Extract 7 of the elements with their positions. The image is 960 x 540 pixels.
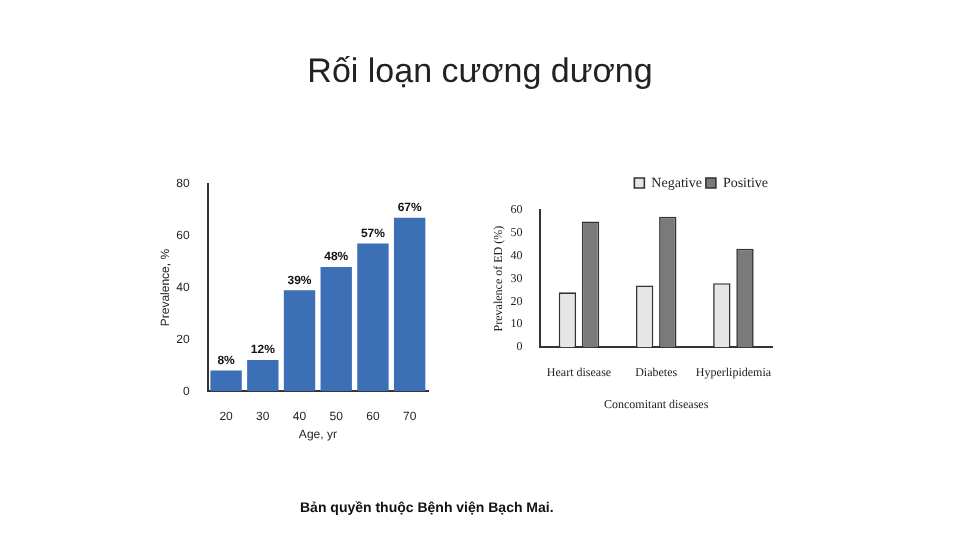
bar: [247, 360, 279, 392]
chart-title: Rối loạn cương dương: [305, 52, 655, 92]
bar: [320, 266, 352, 392]
bar: [393, 217, 426, 392]
bar: [283, 290, 316, 392]
bar: [210, 370, 242, 392]
bar: [357, 243, 389, 392]
